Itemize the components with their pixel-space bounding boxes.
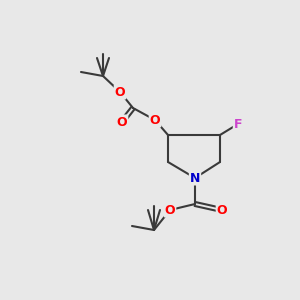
Text: O: O [115,85,125,98]
Text: O: O [165,203,175,217]
Text: N: N [190,172,200,184]
Text: O: O [217,203,227,217]
Text: O: O [150,113,160,127]
Text: F: F [234,118,242,130]
Text: O: O [117,116,127,128]
